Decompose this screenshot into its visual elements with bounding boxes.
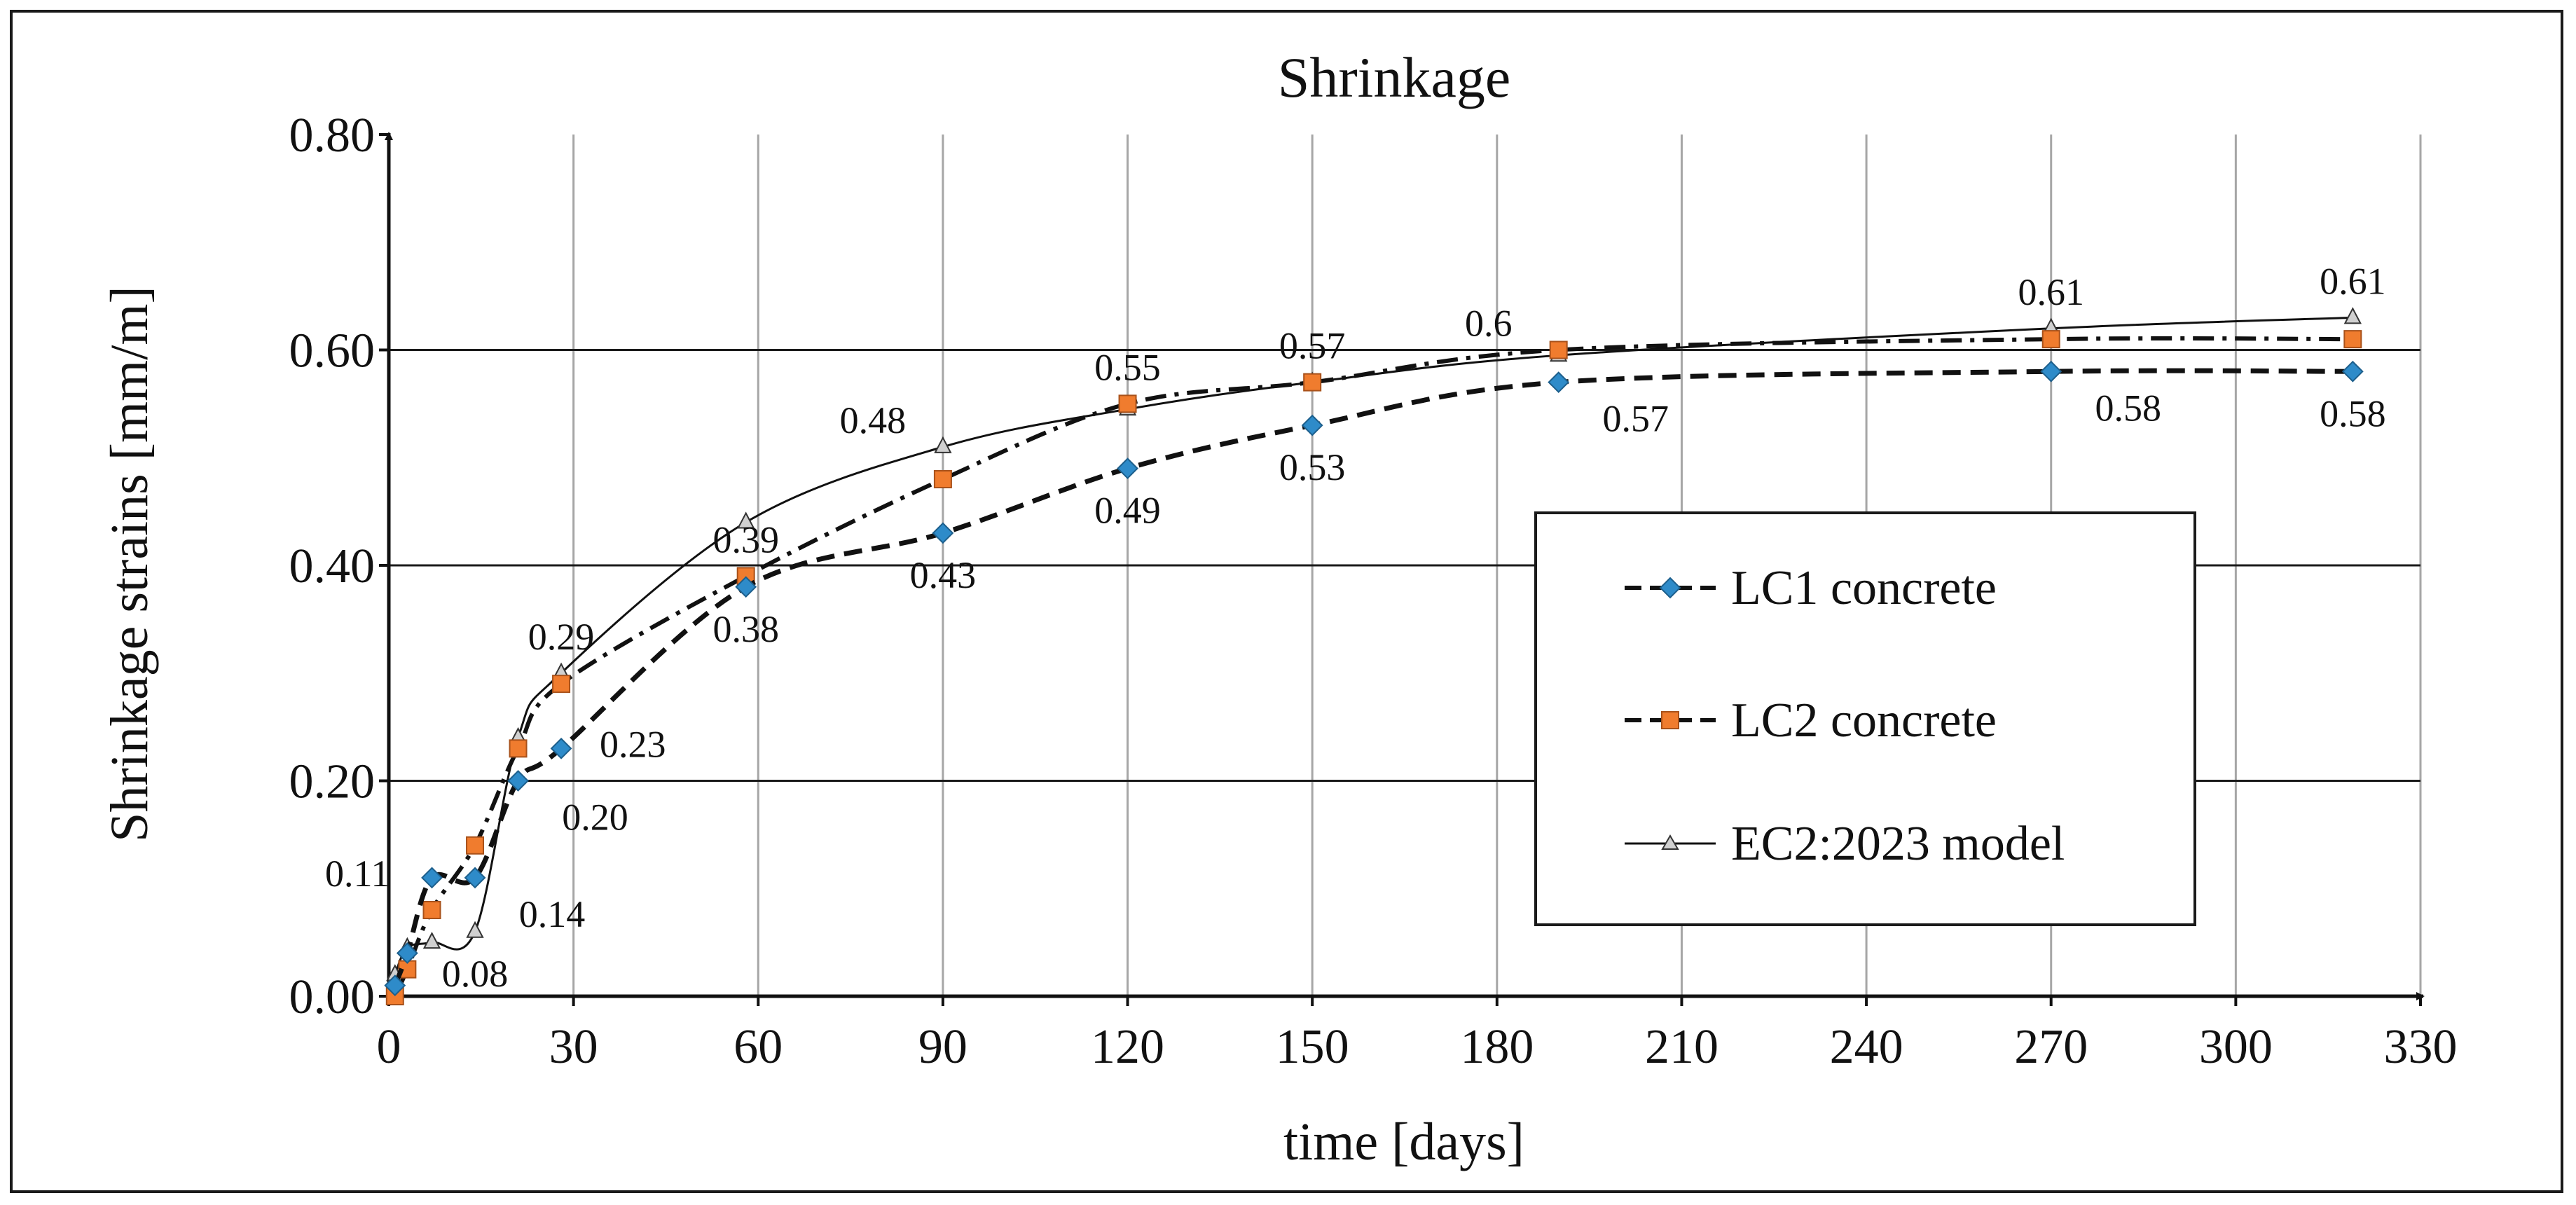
point-marker-lc1-concrete <box>396 942 418 964</box>
point-marker-ec2-2023-model <box>934 436 952 453</box>
legend-label-ec2: EC2:2023 model <box>1731 817 2065 871</box>
legend-entry-ec2: EC2:2023 model <box>1625 817 2065 871</box>
series-line-lc1-concrete <box>392 368 2353 986</box>
x-tick-label: 180 <box>1460 1020 1534 1074</box>
legend-entry-lc2: LC2 concrete <box>1625 694 1997 748</box>
data-label-lc1-concrete: 0.53 <box>1279 446 1346 488</box>
data-label-lc1-concrete: 0.20 <box>562 797 628 839</box>
x-tick-label: 60 <box>733 1020 783 1074</box>
legend-marker-lc1 <box>1659 577 1681 599</box>
data-label-lc1-concrete: 0.11 <box>325 853 390 895</box>
point-marker-lc2-concrete <box>422 901 441 919</box>
point-marker-lc1-concrete <box>2040 360 2062 383</box>
point-marker-lc1-concrete <box>932 522 954 544</box>
chart-title: Shrinkage <box>1278 46 1510 109</box>
point-marker-ec2-2023-model <box>422 931 441 949</box>
x-tick-label: 240 <box>1830 1020 1903 1074</box>
data-label-lc1-concrete: 0.38 <box>712 608 779 650</box>
point-marker-lc1-concrete <box>384 975 406 997</box>
data-label-lc1-concrete: 0.14 <box>519 893 586 935</box>
legend-graphics: LC1 concrete LC2 concrete EC2:2023 model <box>1625 561 2065 871</box>
data-label-lc2-concrete: 0.39 <box>712 518 779 560</box>
point-marker-lc1-concrete <box>550 737 572 759</box>
data-label-ec2-2023-model: 0.08 <box>442 953 509 995</box>
point-marker-ec2-2023-model <box>737 511 755 529</box>
series-line-ec2-2023-model <box>394 316 2353 975</box>
data-label-lc1-concrete: 0.57 <box>1602 398 1669 440</box>
y-axis-title: Shrinkage strains [mm/m] <box>100 286 159 842</box>
y-tick-label: 0.40 <box>289 539 376 593</box>
x-tick-label: 150 <box>1276 1020 1349 1074</box>
point-marker-lc2-concrete <box>2041 330 2060 349</box>
point-marker-lc2-concrete <box>552 675 571 694</box>
data-labels: 0.11 0.080.14 0.20 0.23 0.29 0.38 0.39 0.43 0.48… <box>325 260 2386 994</box>
x-axis-title: time [days] <box>1283 1113 1524 1171</box>
point-marker-lc2-concrete <box>509 739 528 758</box>
data-label-lc1-concrete: 0.58 <box>2320 392 2386 434</box>
point-marker-lc1-concrete <box>507 770 529 792</box>
y-tick-label: 0.00 <box>289 970 376 1024</box>
axes <box>379 132 2425 1006</box>
x-tick-label: 90 <box>918 1020 967 1074</box>
point-marker-lc1-concrete <box>1548 371 1570 394</box>
y-tick-label: 0.80 <box>289 109 376 163</box>
data-label-lc1-concrete: 0.58 <box>2095 387 2161 429</box>
point-marker-lc2-concrete <box>933 470 952 488</box>
data-label-ec2-2023-model: 0.61 <box>2320 260 2386 302</box>
x-tick-label: 300 <box>2199 1020 2273 1074</box>
point-marker-lc2-concrete <box>1549 340 1568 359</box>
point-marker-lc1-concrete <box>421 867 443 889</box>
legend-marker-lc2 <box>1661 711 1679 729</box>
x-tick-label: 330 <box>2384 1020 2458 1074</box>
legend-label-lc2: LC2 concrete <box>1731 694 1997 748</box>
data-label-ec2-2023-model: 0.29 <box>528 616 595 658</box>
data-label-lc1-concrete: 0.49 <box>1094 490 1161 532</box>
legend-entry-lc1: LC1 concrete <box>1625 561 1997 615</box>
point-marker-lc2-concrete <box>1118 394 1137 413</box>
point-marker-lc1-concrete <box>464 867 486 889</box>
data-label-lc2-concrete: 0.55 <box>1094 346 1161 388</box>
point-marker-lc1-concrete <box>1301 414 1323 436</box>
y-tick-label: 0.20 <box>289 755 376 809</box>
x-tick-label: 30 <box>549 1020 598 1074</box>
legend: LC1 concrete LC2 concrete EC2:2023 model <box>1534 511 2196 926</box>
point-marker-lc1-concrete <box>2341 360 2364 383</box>
point-marker-lc2-concrete <box>1303 373 1322 392</box>
data-label-lc2-concrete: 0.6 <box>1465 303 1513 345</box>
legend-marker-ec2 <box>1661 834 1679 850</box>
point-marker-lc2-concrete <box>466 836 485 855</box>
point-marker-ec2-2023-model <box>466 921 484 938</box>
data-label-lc1-concrete: 0.23 <box>600 723 666 765</box>
point-marker-ec2-2023-model <box>2343 307 2362 324</box>
tick-labels: 0 30 60 90 120 150 180 210 240 270 300 3300.000.200… <box>289 109 2458 1074</box>
y-tick-label: 0.60 <box>289 324 376 378</box>
data-label-lc2-concrete: 0.57 <box>1279 325 1346 367</box>
data-label-ec2-2023-model: 0.48 <box>840 399 907 441</box>
x-tick-label: 210 <box>1645 1020 1719 1074</box>
x-tick-label: 120 <box>1091 1020 1164 1074</box>
point-marker-lc1-concrete <box>1117 457 1138 480</box>
point-marker-lc1-concrete <box>735 576 757 598</box>
data-label-ec2-2023-model: 0.61 <box>2018 271 2084 313</box>
x-tick-label: 270 <box>2014 1020 2088 1074</box>
data-label-lc1-concrete: 0.43 <box>910 554 977 596</box>
point-marker-lc2-concrete <box>2343 330 2362 349</box>
legend-label-lc1: LC1 concrete <box>1731 561 1997 615</box>
data-series <box>384 307 2364 1005</box>
x-tick-label: 0 <box>377 1020 401 1074</box>
